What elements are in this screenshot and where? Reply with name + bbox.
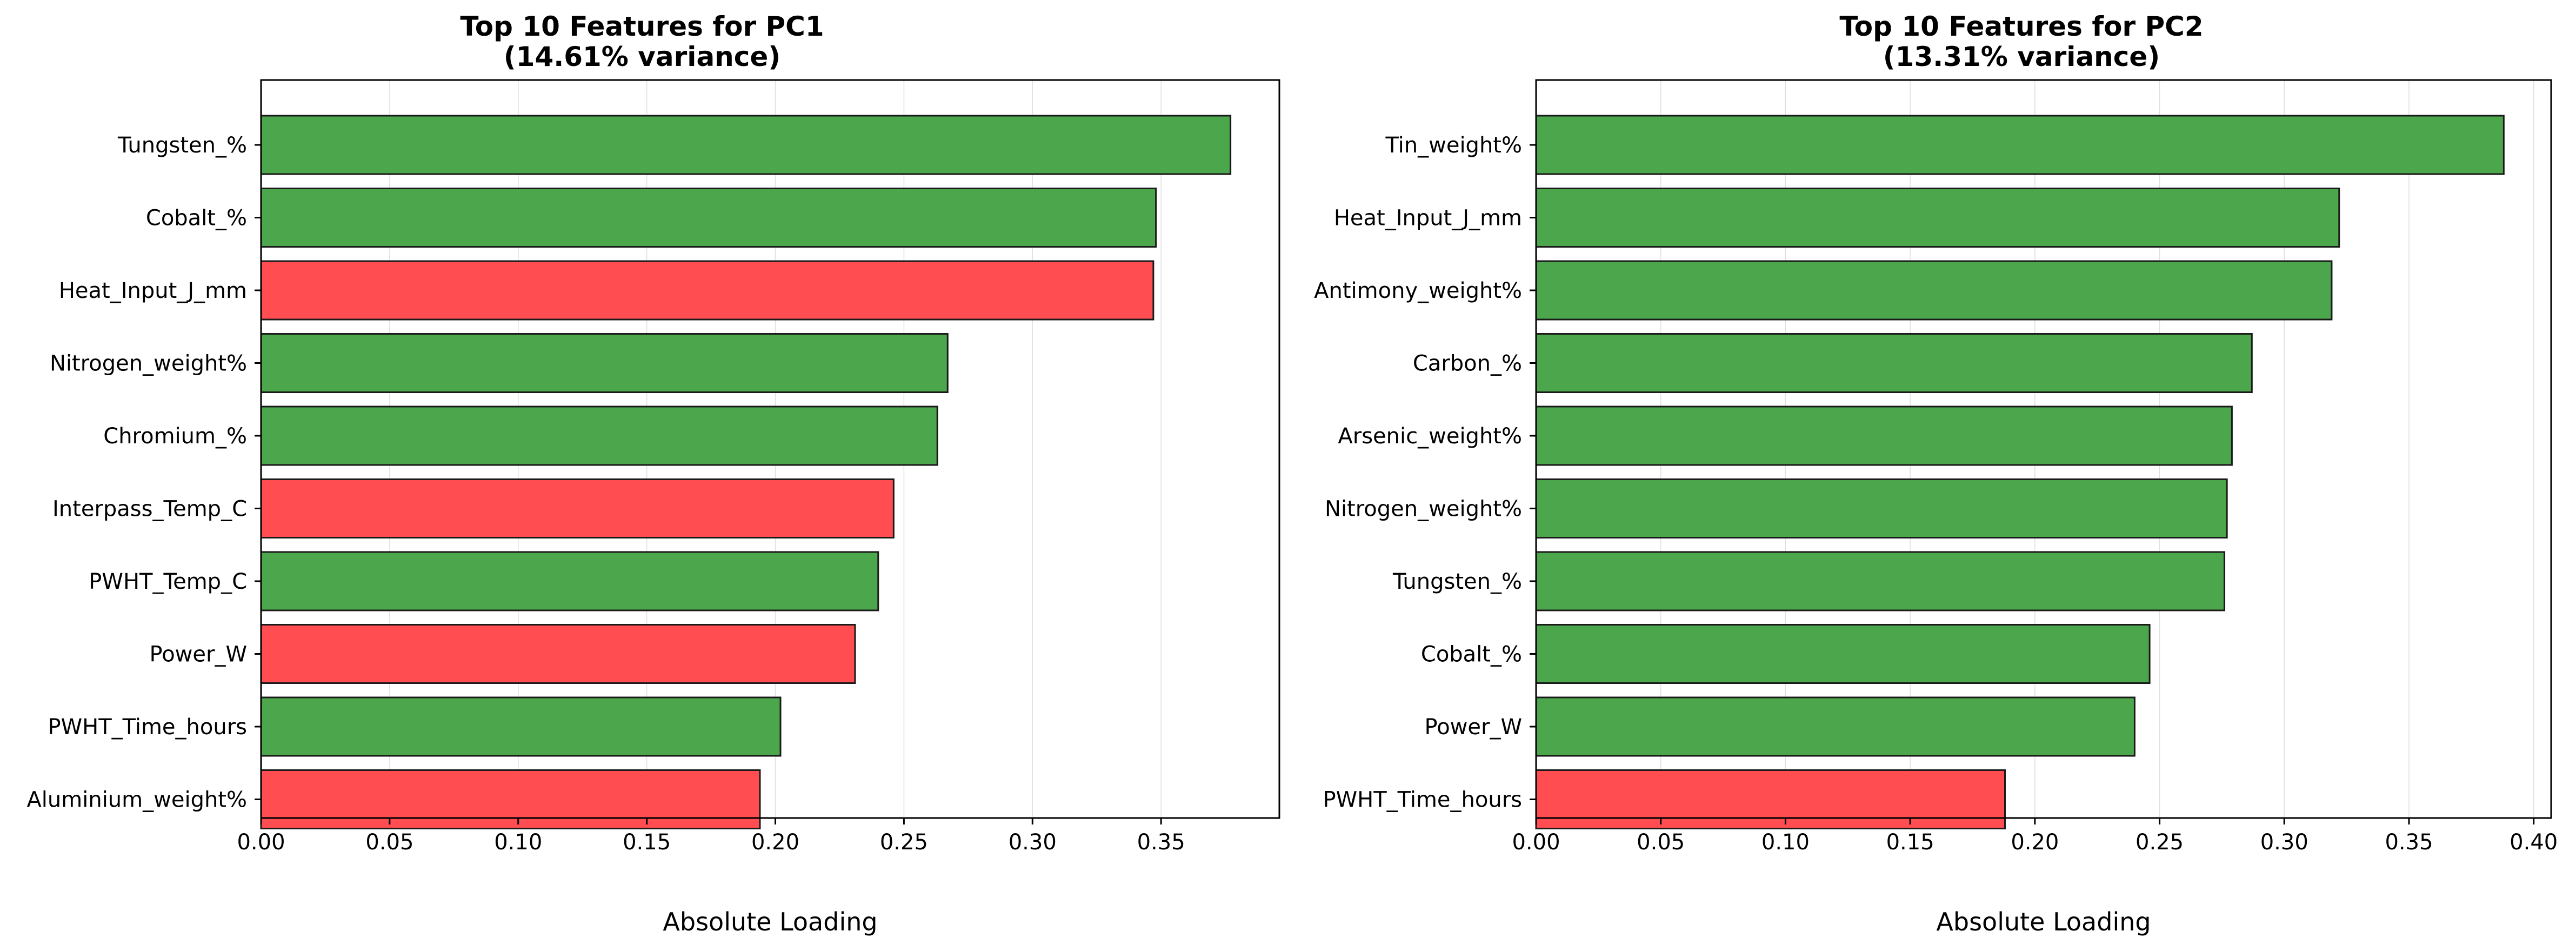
y-tick-label: Tungsten_% — [117, 133, 247, 158]
x-tick-label: 0.20 — [751, 830, 799, 855]
x-tick-label: 0.30 — [1009, 830, 1057, 855]
x-tick-label: 0.35 — [1137, 830, 1185, 855]
x-ticks: 0.00 0.05 0.10 0.15 0.20 0.25 0.30 0.35 0.40 — [1512, 818, 2558, 855]
x-tick-label: 0.30 — [2260, 830, 2308, 855]
y-tick-label: Antimony_weight% — [1314, 278, 1522, 303]
chart-title-line2: (14.61% variance) — [504, 41, 780, 72]
bar — [260, 115, 1232, 175]
bar — [1535, 478, 2228, 538]
x-tick-label: 0.20 — [2011, 830, 2059, 855]
bar — [260, 696, 782, 757]
y-tick-labels: Tin_weight% Heat_Input_J_mm Antimony_weigh… — [1314, 133, 1536, 813]
y-tick-label: Aluminium_weight% — [26, 788, 247, 813]
x-tick-label: 0.40 — [2510, 830, 2558, 855]
x-axis-label: Absolute Loading — [1936, 907, 2151, 936]
y-tick-label: Heat_Input_J_mm — [59, 278, 247, 303]
chart-title-line1: Top 10 Features for PC1 — [460, 11, 824, 42]
bar — [260, 624, 856, 684]
x-tick-label: 0.15 — [1886, 830, 1934, 855]
bar — [260, 769, 761, 829]
y-tick-label: Nitrogen_weight% — [1325, 497, 1522, 522]
y-tick-label: PWHT_Time_hours — [1323, 788, 1522, 813]
y-tick-label: Tin_weight% — [1385, 133, 1522, 158]
x-tick-label: 0.25 — [880, 830, 928, 855]
chart-title-line1: Top 10 Features for PC2 — [1839, 11, 2203, 42]
chart-title-line2: (13.31% variance) — [1883, 41, 2160, 72]
pc1-loadings-chart: Top 10 Features for PC1 (14.61% variance… — [26, 11, 1280, 936]
bar — [260, 333, 949, 393]
x-tick-label: 0.15 — [623, 830, 671, 855]
y-tick-label: Arsenic_weight% — [1338, 424, 1522, 449]
y-tick-label: Interpass_Temp_C — [52, 497, 247, 522]
y-tick-label: Cobalt_% — [1421, 642, 1522, 667]
bar — [260, 260, 1154, 321]
y-tick-label: Power_W — [1425, 715, 1523, 740]
bar — [1535, 696, 2135, 757]
bar — [1535, 624, 2151, 684]
x-tick-label: 0.10 — [494, 830, 542, 855]
bar — [260, 478, 895, 538]
bar — [260, 551, 879, 611]
x-tick-label: 0.05 — [1637, 830, 1685, 855]
y-tick-label: Carbon_% — [1413, 351, 1522, 376]
plot-frame — [1535, 79, 2552, 819]
plot-frame — [260, 79, 1280, 819]
bar — [1535, 188, 2340, 248]
bar — [1535, 405, 2233, 466]
bar — [1535, 551, 2226, 611]
pc2-loadings-chart: Top 10 Features for PC2 (13.31% variance… — [1314, 11, 2558, 936]
x-tick-label: 0.10 — [1761, 830, 1810, 855]
bar — [260, 405, 938, 466]
bars — [1535, 115, 2505, 829]
x-tick-label: 0.05 — [365, 830, 413, 855]
y-tick-label: Power_W — [150, 642, 248, 667]
y-tick-label: Tungsten_% — [1392, 569, 1522, 594]
y-tick-label: Heat_Input_J_mm — [1334, 206, 1522, 231]
y-tick-label: PWHT_Time_hours — [48, 715, 247, 740]
y-tick-label: Chromium_% — [103, 424, 247, 449]
bar — [1535, 769, 2006, 829]
x-tick-label: 0.00 — [1512, 830, 1560, 855]
y-tick-labels: Tungsten_% Cobalt_% Heat_Input_J_mm Nitroge… — [26, 133, 261, 813]
x-tick-label: 0.35 — [2385, 830, 2433, 855]
bar — [260, 188, 1157, 248]
x-tick-label: 0.25 — [2135, 830, 2184, 855]
bars — [260, 115, 1232, 829]
x-ticks: 0.00 0.05 0.10 0.15 0.20 0.25 0.30 0.35 — [237, 818, 1185, 855]
x-axis-label: Absolute Loading — [663, 907, 877, 936]
y-tick-label: Nitrogen_weight% — [50, 351, 247, 376]
y-tick-label: PWHT_Temp_C — [89, 569, 247, 594]
bar — [1535, 260, 2333, 321]
x-tick-label: 0.00 — [237, 830, 285, 855]
bar — [1535, 115, 2505, 175]
y-tick-label: Cobalt_% — [146, 206, 247, 231]
bar — [1535, 333, 2253, 393]
